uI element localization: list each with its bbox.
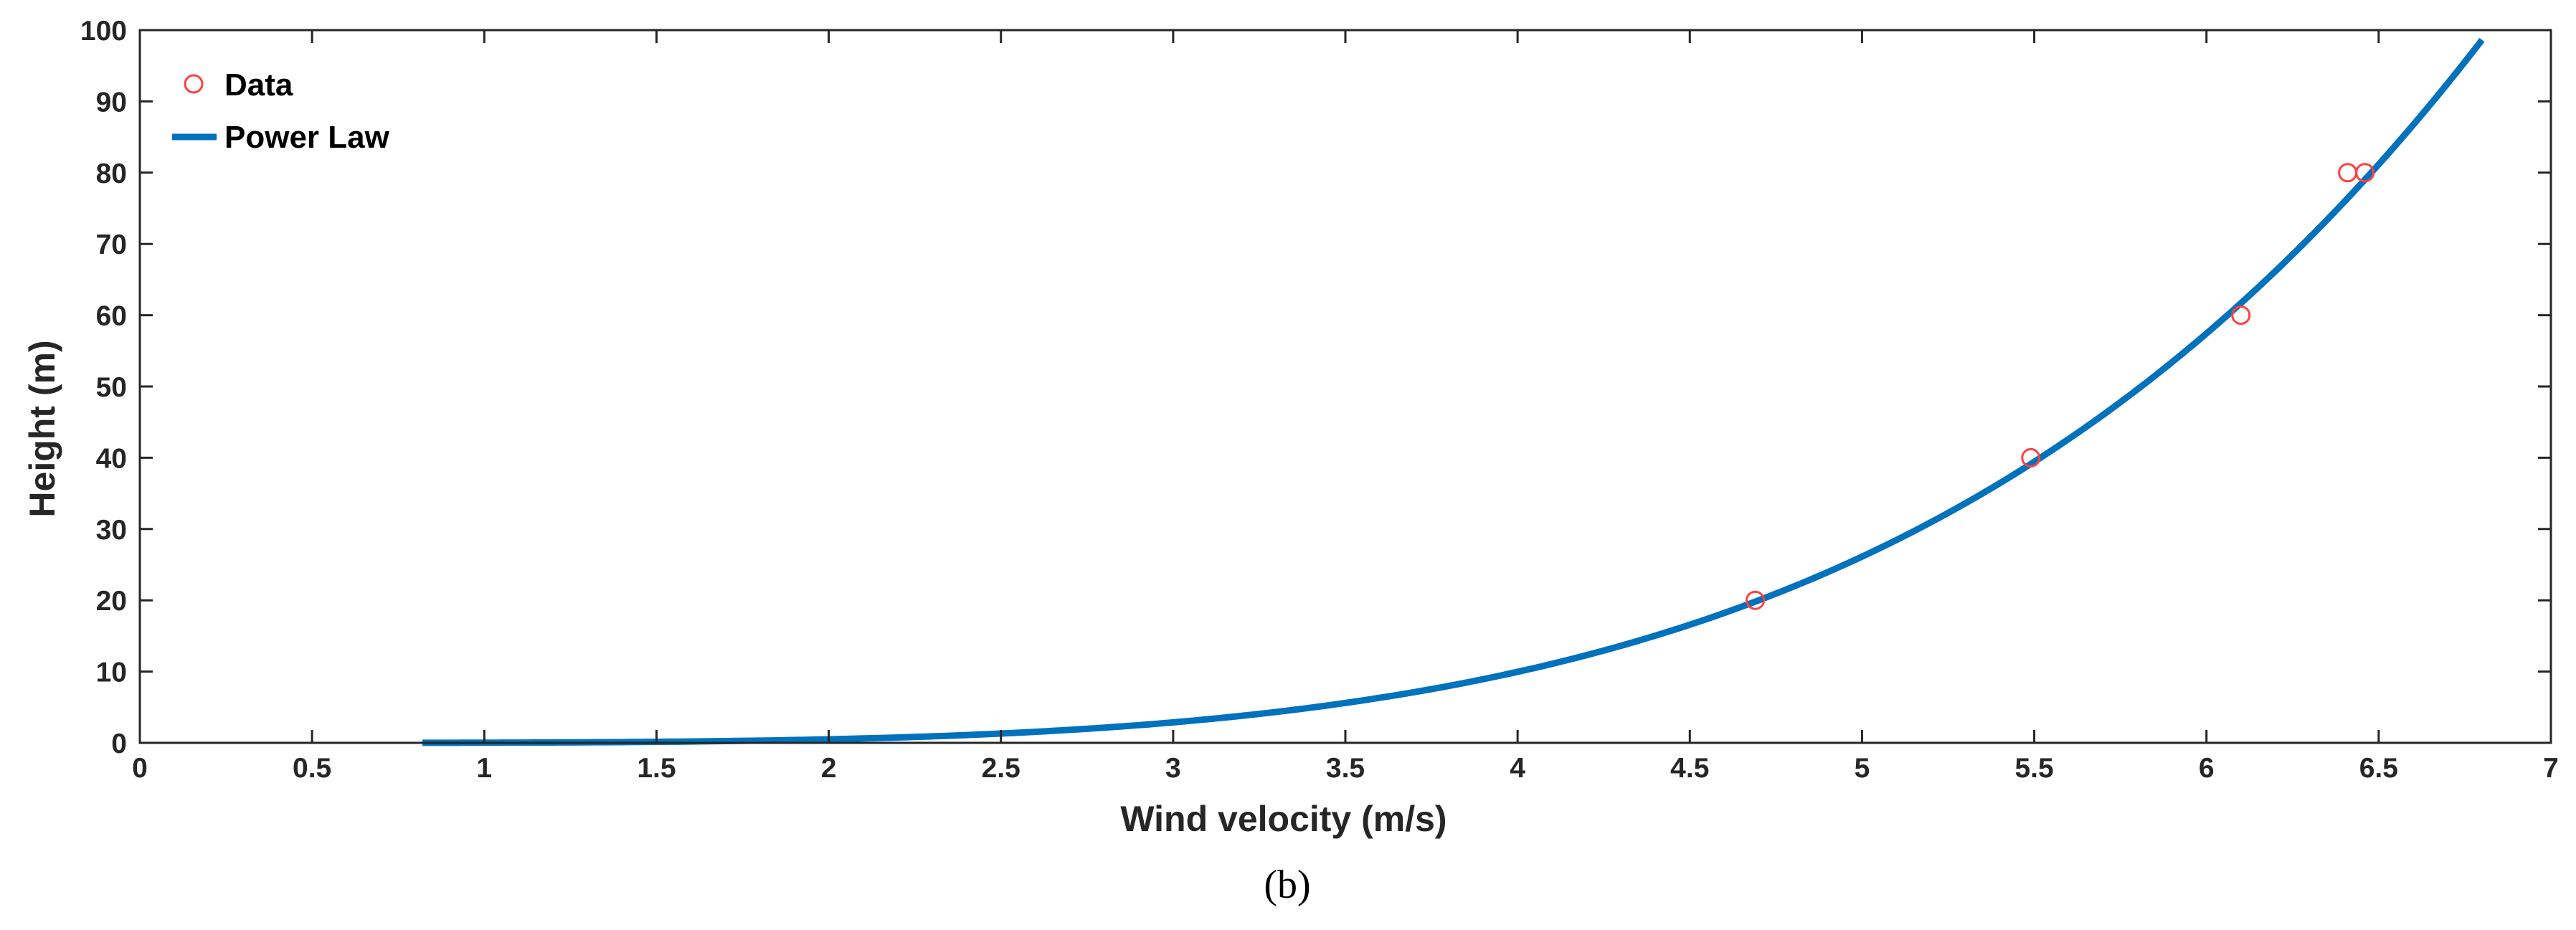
x-tick-label: 5.5 <box>2014 753 2053 784</box>
x-tick-label: 3.5 <box>1326 753 1365 784</box>
data-point-marker <box>2355 163 2375 183</box>
x-tick-label: 1.5 <box>637 753 676 784</box>
y-tick-label: 100 <box>80 16 127 47</box>
x-tick-label: 0.5 <box>293 753 331 784</box>
x-tick-label: 2.5 <box>982 753 1021 784</box>
y-tick-label: 0 <box>111 729 127 759</box>
legend-data-marker-icon <box>184 74 204 94</box>
x-axis-label: Wind velocity (m/s) <box>1120 799 1446 839</box>
x-tick-label: 0 <box>132 753 148 784</box>
y-tick-label: 40 <box>96 443 127 474</box>
x-tick-label: 4.5 <box>1670 753 1709 784</box>
y-tick-label: 70 <box>96 229 127 260</box>
y-tick-label: 80 <box>96 158 127 189</box>
y-tick-label: 60 <box>96 301 127 332</box>
x-tick-label: 5 <box>1855 753 1870 784</box>
legend: Data Power Law <box>172 67 390 155</box>
x-tick-label: 4 <box>1510 753 1525 784</box>
data-point-marker <box>2021 447 2041 468</box>
data-point-marker <box>1746 590 1766 610</box>
x-tick-label: 1 <box>476 753 492 784</box>
plot-area <box>422 37 2485 746</box>
power-law-curve <box>422 37 2485 746</box>
x-tick-label: 6 <box>2199 753 2215 784</box>
y-axis-label: Height (m) <box>22 340 62 517</box>
x-tick-label: 2 <box>821 753 837 784</box>
figure-caption: (b) <box>1264 863 1310 907</box>
x-tick-label: 7 <box>2543 753 2559 784</box>
y-tick-label: 10 <box>96 658 127 688</box>
x-tick-label: 3 <box>1165 753 1181 784</box>
legend-label-data: Data <box>224 67 293 103</box>
y-tick-label: 50 <box>96 372 127 403</box>
x-tick-label: 6.5 <box>2359 753 2398 784</box>
legend-label-power-law: Power Law <box>224 120 390 155</box>
data-point-marker <box>2231 305 2251 326</box>
axes: 0 0.5 1 1.5 2 2.5 3 3.5 4 4.5 5 5.5 6 6.5 701020304050… <box>80 16 2559 784</box>
y-tick-label: 30 <box>96 515 127 546</box>
y-tick-label: 20 <box>96 586 127 617</box>
y-tick-label: 90 <box>96 87 127 118</box>
